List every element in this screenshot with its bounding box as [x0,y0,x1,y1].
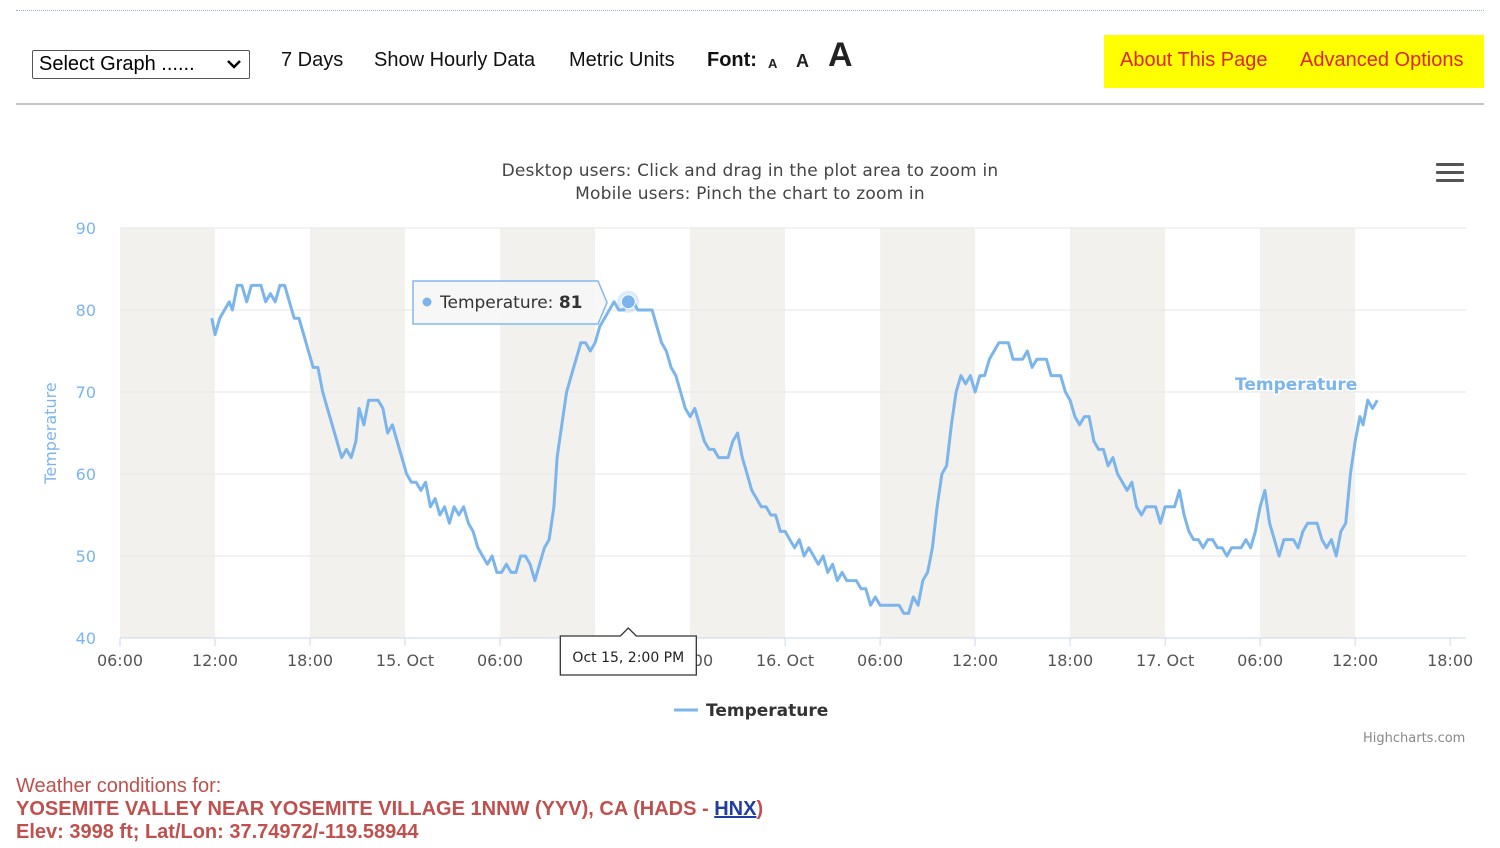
y-tick-label: 50 [76,547,96,566]
crosshair-label: Oct 15, 2:00 PM [572,650,684,666]
seven-days-link[interactable]: 7 Days [281,49,344,71]
crosshair-label-box [559,627,697,676]
x-tick-label: 06:00 [477,651,523,670]
metric-units-link[interactable]: Metric Units [569,49,675,71]
hamburger-icon [1436,163,1464,166]
y-tick-label: 40 [76,629,96,648]
y-tick-label: 80 [76,301,96,320]
y-tick-label: 70 [76,383,96,402]
temperature-chart[interactable]: 40 50 60 70 80 90 06:00 12:00 18:00 15. Oct 06:00 1… [0,0,1500,760]
font-medium-button[interactable]: A [796,51,809,71]
station-elevation: Elev: 3998 ft; Lat/Lon: 37.74972/-119.58… [16,821,419,843]
select-graph-value: Select Graph ...... [39,53,195,75]
night-band [120,228,216,638]
chart-menu-button[interactable] [1436,163,1464,185]
x-tick-label: 18:00 [287,651,333,670]
toolbar-separator [16,103,1484,105]
about-this-page-link[interactable]: About This Page [1120,49,1268,71]
temperature-series-line [210,283,1379,615]
night-band [880,228,976,638]
highcharts-credit[interactable]: Highcharts.com [1363,731,1466,746]
x-tick-label: 06:00 [1237,651,1283,670]
tooltip-value: 81 [559,293,583,313]
select-graph-dropdown[interactable]: Select Graph ...... [32,50,250,79]
x-tick-label: 12:00 [952,651,998,670]
y-tick-label: 90 [76,219,96,238]
x-tick-label: 16. Oct [756,651,814,670]
legend-label: Temperature [706,701,828,721]
y-tick-label: 60 [76,465,96,484]
chevron-down-icon [227,60,241,69]
font-large-button[interactable]: A [828,36,853,74]
toolbar: Select Graph ...... 7 Days Show Hourly D… [0,0,1500,104]
x-tick-label: 15. Oct [376,651,434,670]
x-tick-label: 12:00 [192,651,238,670]
station-name: YOSEMITE VALLEY NEAR YOSEMITE VILLAGE 1N… [16,798,764,820]
show-hourly-data-link[interactable]: Show Hourly Data [374,49,536,71]
x-tick-label: 18:00 [1427,651,1473,670]
series-label: Temperature [1235,375,1357,395]
x-tick-label: 17. Oct [1136,651,1194,670]
weather-conditions-heading: Weather conditions for: [16,775,222,797]
x-tick-label: 06:00 [97,651,143,670]
tooltip: Temperature: 81 [412,280,608,325]
tooltip-marker [422,297,432,307]
night-band [1070,228,1166,638]
tooltip-text: Temperature: 81 [439,293,583,313]
zoom-hint-desktop: Desktop users: Click and drag in the plo… [501,161,999,181]
tooltip-series-name: Temperature: [439,293,559,313]
hnx-link[interactable]: HNX [714,798,757,820]
legend: Temperature [674,701,828,721]
x-tick-label: 06:00 [857,651,903,670]
hover-point [620,294,636,310]
font-size-label: Font: [707,49,757,71]
tooltip-box [412,280,608,325]
night-band [1260,228,1356,638]
advanced-options-link[interactable]: Advanced Options [1300,49,1464,71]
zoom-hint-mobile: Mobile users: Pinch the chart to zoom in [575,184,925,204]
x-tick-label: 12:00 [1332,651,1378,670]
font-small-button[interactable]: A [768,56,778,71]
x-tick-label: 18:00 [1047,651,1093,670]
options-highlight-box [1104,35,1484,88]
top-dotted-rule [16,10,1484,11]
y-axis-title: Temperature [41,382,60,484]
station-info: Weather conditions for: YOSEMITE VALLEY … [16,775,763,844]
